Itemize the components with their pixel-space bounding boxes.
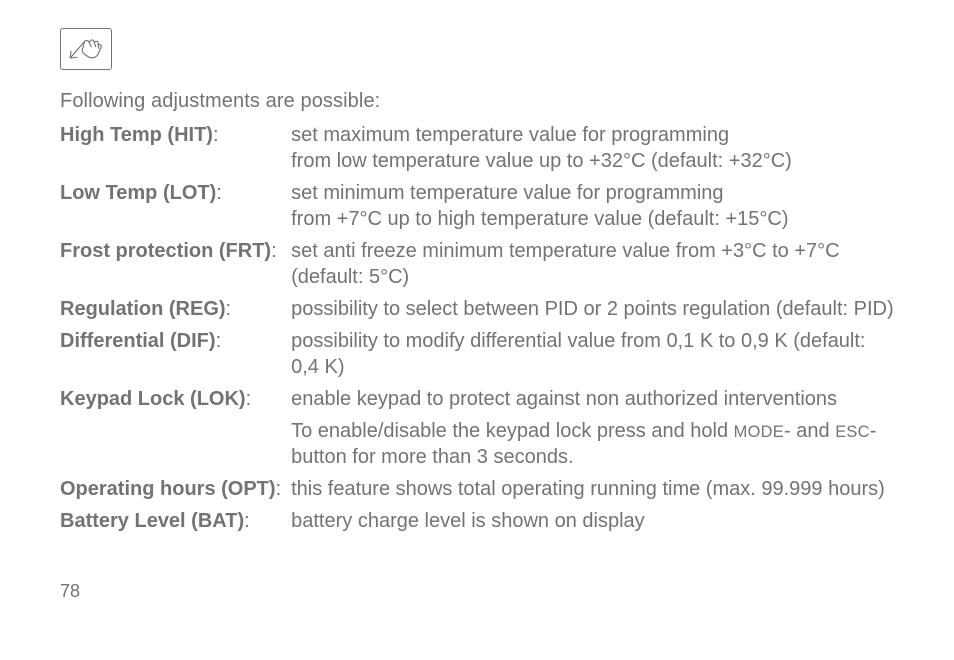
blank-term xyxy=(60,415,291,473)
lead-text: Following adjustments are possible: xyxy=(60,90,894,113)
adjustment-row: Battery Level (BAT):battery charge level… xyxy=(60,505,894,537)
adjustment-desc: set anti freeze minimum temperature valu… xyxy=(291,235,894,293)
desc-line: battery charge level is shown on display xyxy=(291,510,645,532)
desc-line: possibility to select between PID or 2 p… xyxy=(291,298,894,320)
adjustment-term: Regulation (REG): xyxy=(60,293,291,325)
term-label: Regulation (REG) xyxy=(60,298,226,320)
adjustment-desc: possibility to select between PID or 2 p… xyxy=(291,293,894,325)
desc-line: set maximum temperature value for progra… xyxy=(291,124,729,146)
adjustment-term: Frost protection (FRT): xyxy=(60,235,291,293)
adjustment-desc: this feature shows total operating runni… xyxy=(291,473,894,505)
adjustment-desc: enable keypad to protect against non aut… xyxy=(291,383,894,415)
adjustment-row: Frost protection (FRT):set anti freeze m… xyxy=(60,235,894,293)
adjustment-desc: possibility to modify differential value… xyxy=(291,325,894,383)
adjustment-desc: battery charge level is shown on display xyxy=(291,505,894,537)
term-label: Operating hours (OPT) xyxy=(60,478,276,500)
adjustment-term: Operating hours (OPT): xyxy=(60,473,291,505)
desc-line: possibility to modify differential value… xyxy=(291,330,865,378)
desc-line: set minimum temperature value for progra… xyxy=(291,182,723,204)
adjustment-row-extra: To enable/disable the keypad lock press … xyxy=(60,415,894,473)
term-label: Low Temp (LOT) xyxy=(60,182,216,204)
desc-line: this feature shows total operating runni… xyxy=(291,478,885,500)
adjustment-row: High Temp (HIT):set maximum temperature … xyxy=(60,119,894,177)
manual-page: Following adjustments are possible: High… xyxy=(0,0,954,660)
adjustment-desc-extra: To enable/disable the keypad lock press … xyxy=(291,415,894,473)
adjustment-term: High Temp (HIT): xyxy=(60,119,291,177)
adjustment-row: Keypad Lock (LOK):enable keypad to prote… xyxy=(60,383,894,415)
term-label: Frost protection (FRT) xyxy=(60,240,271,262)
desc-line: from +7°C up to high temperature value (… xyxy=(291,208,788,230)
term-label: Differential (DIF) xyxy=(60,330,216,352)
desc-line: from low temperature value up to +32°C (… xyxy=(291,150,792,172)
term-label: Battery Level (BAT) xyxy=(60,510,244,532)
adjustment-term: Low Temp (LOT): xyxy=(60,177,291,235)
manual-action-icon xyxy=(60,28,112,70)
adjustment-desc: set maximum temperature value for progra… xyxy=(291,119,894,177)
adjustment-row: Differential (DIF):possibility to modify… xyxy=(60,325,894,383)
desc-line: set anti freeze minimum temperature valu… xyxy=(291,240,839,288)
adjustment-term: Differential (DIF): xyxy=(60,325,291,383)
term-label: High Temp (HIT) xyxy=(60,124,213,146)
adjustment-row: Low Temp (LOT):set minimum temperature v… xyxy=(60,177,894,235)
desc-line: enable keypad to protect against non aut… xyxy=(291,388,837,410)
page-number: 78 xyxy=(60,581,80,602)
adjustment-term: Keypad Lock (LOK): xyxy=(60,383,291,415)
adjustment-row: Operating hours (OPT):this feature shows… xyxy=(60,473,894,505)
adjustments-table: High Temp (HIT):set maximum temperature … xyxy=(60,119,894,537)
adjustment-term: Battery Level (BAT): xyxy=(60,505,291,537)
adjustment-desc: set minimum temperature value for progra… xyxy=(291,177,894,235)
term-label: Keypad Lock (LOK) xyxy=(60,388,246,410)
adjustment-row: Regulation (REG):possibility to select b… xyxy=(60,293,894,325)
hand-pointing-icon xyxy=(68,35,104,63)
